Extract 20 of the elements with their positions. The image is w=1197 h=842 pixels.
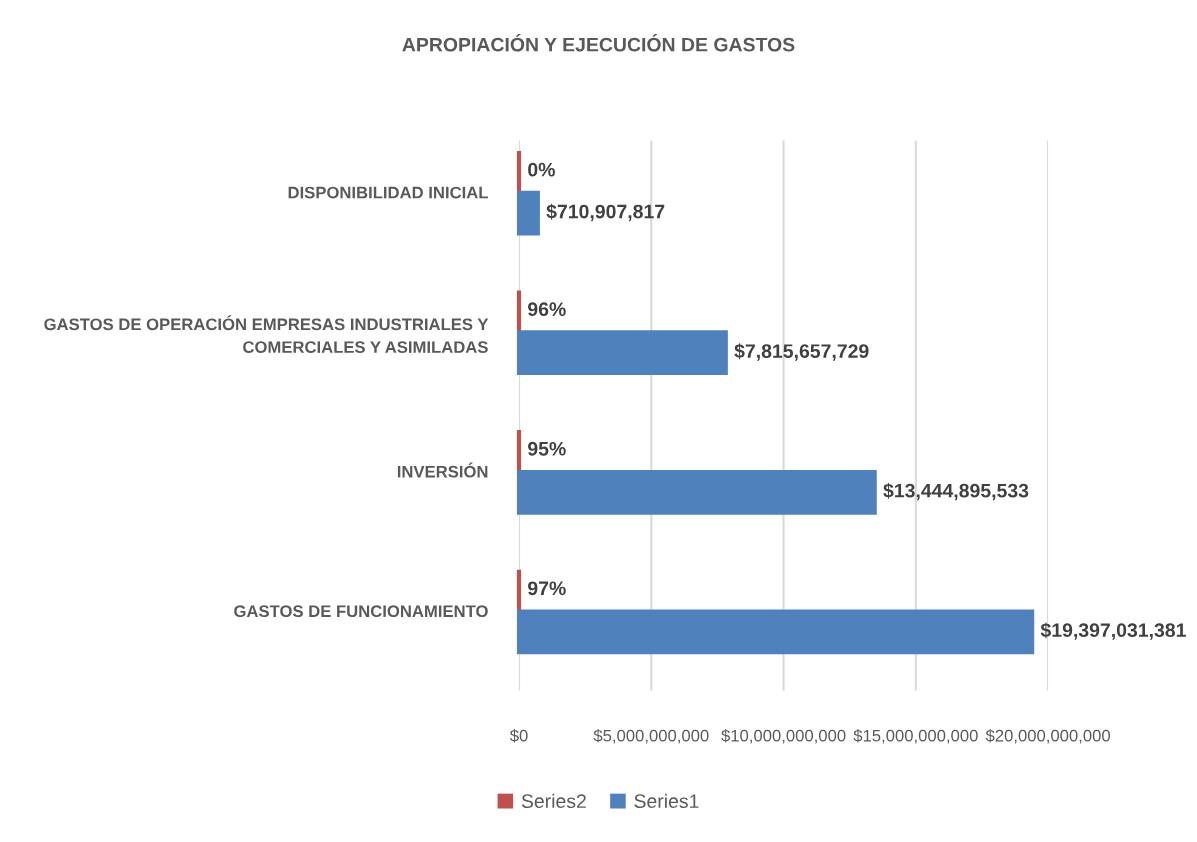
y-tick-label: INVERSIÓN <box>397 462 488 478</box>
data-label: $7,815,657,729 <box>734 343 869 361</box>
chart-title: APROPIACIÓN Y EJECUCIÓN DE GASTOS <box>402 34 795 52</box>
x-tick-label: $10,000,000,000 <box>721 729 846 744</box>
data-label: 97% <box>528 581 566 596</box>
x-tick-label: $15,000,000,000 <box>853 729 978 744</box>
x-tick-label: $5,000,000,000 <box>593 729 709 744</box>
data-label: 95% <box>528 441 566 456</box>
x-tick-label: $20,000,000,000 <box>985 729 1111 744</box>
data-label: 0% <box>528 162 555 177</box>
x-tick-label: $0 <box>509 729 528 743</box>
legend-label: Series2 <box>521 793 586 809</box>
y-tick-label: GASTOS DE OPERACIÓN EMPRESAS INDUSTRIALES Y COMERCIALES Y ASIMILADAS <box>44 315 489 354</box>
data-label: $19,397,031,381 <box>1040 622 1186 640</box>
y-tick-label: DISPONIBILIDAD INICIAL <box>288 186 488 199</box>
data-label: 96% <box>528 302 566 317</box>
y-tick-label: GASTOS DE FUNCIONAMIENTO <box>234 605 488 618</box>
data-label: $13,444,895,533 <box>883 482 1029 501</box>
legend-label: Series1 <box>634 793 699 809</box>
data-label: $710,907,817 <box>546 203 665 222</box>
